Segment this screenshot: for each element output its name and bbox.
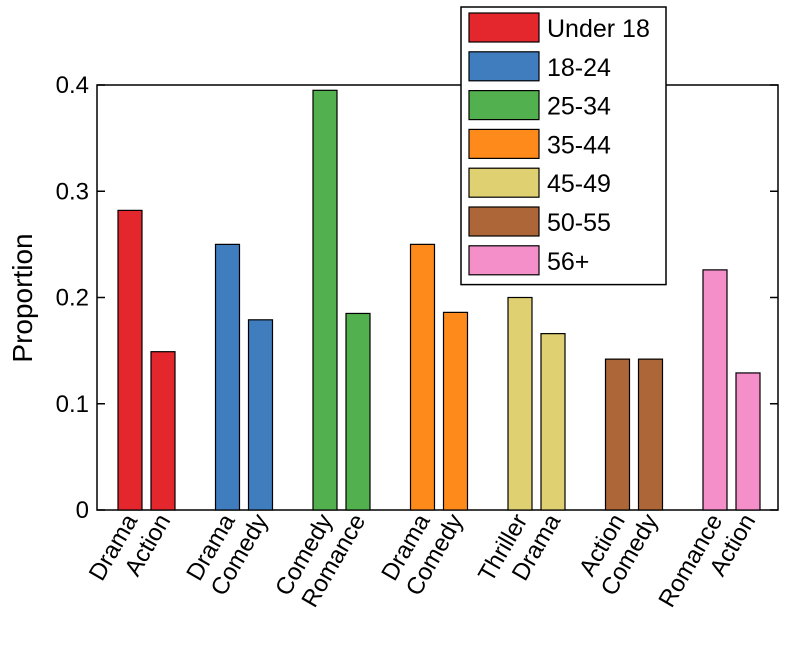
legend-swatch [468, 89, 540, 121]
legend-label: 35-44 [547, 131, 611, 159]
bar [214, 243, 241, 511]
legend-swatch [468, 206, 540, 237]
y-tick-label: 0.2 [56, 285, 89, 312]
legend-swatch [468, 12, 540, 43]
bar [604, 358, 631, 511]
bar [117, 209, 143, 511]
bar [540, 333, 566, 511]
legend-label: Under 18 [547, 15, 650, 43]
legend-label: 25-34 [547, 93, 611, 121]
y-tick-label: 0.1 [56, 391, 89, 418]
legend-swatch [468, 51, 540, 82]
bar [150, 351, 176, 511]
legend-label: 18-24 [547, 54, 611, 82]
legend-label: 50-55 [547, 209, 611, 237]
bar [345, 312, 371, 511]
bar [247, 319, 274, 511]
axes-frame [96, 84, 779, 511]
y-tick-label: 0.3 [56, 178, 89, 205]
bar [442, 311, 469, 511]
legend-label: 56+ [547, 248, 589, 276]
legend: Under 18 18-24 25-34 35-44 45-49 50-55 56+ [460, 6, 667, 286]
bar [507, 296, 533, 511]
bar [735, 372, 761, 511]
bar [312, 89, 338, 511]
y-tick-label: 0.4 [56, 72, 89, 99]
legend-label: 45-49 [547, 170, 611, 198]
bar [637, 358, 664, 511]
legend-swatch [468, 128, 540, 159]
legend-swatch [468, 167, 540, 198]
y-axis-label: Proportion [7, 233, 38, 362]
bar [409, 243, 436, 511]
bar [702, 269, 728, 511]
y-tick-label: 0 [76, 497, 89, 524]
legend-swatch [468, 245, 540, 276]
